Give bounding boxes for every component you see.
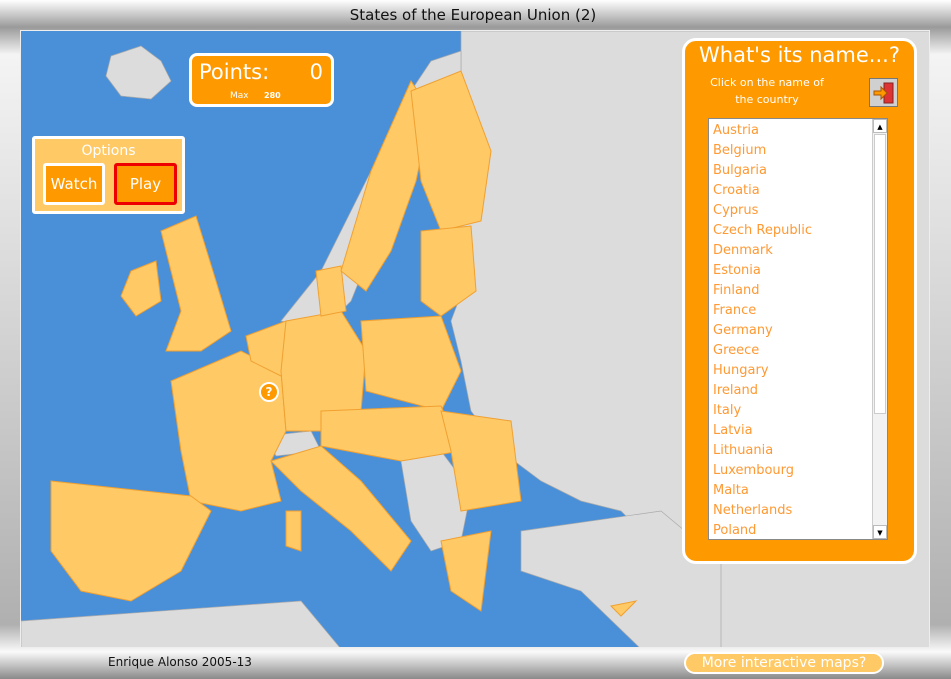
options-box: Options Watch Play xyxy=(32,136,185,214)
country-france xyxy=(170,350,287,512)
country-sardinia xyxy=(285,510,302,552)
instruction-text: Click on the name of the country xyxy=(710,76,824,106)
watch-button[interactable]: Watch xyxy=(43,163,105,205)
country-item[interactable]: Belgium xyxy=(713,143,767,158)
more-maps-button[interactable]: More interactive maps? xyxy=(684,652,884,674)
list-scrollbar[interactable]: ▲ ▼ xyxy=(872,119,887,539)
max-value: 280 xyxy=(264,91,281,100)
window-title: States of the European Union (2) xyxy=(349,6,597,24)
country-item[interactable]: Finland xyxy=(713,283,760,298)
options-title: Options xyxy=(81,143,136,159)
points-box: Points: 0 Max 280 xyxy=(189,53,334,107)
country-item[interactable]: Germany xyxy=(713,323,773,338)
country-italy xyxy=(270,445,412,572)
country-poland xyxy=(360,315,462,412)
country-item[interactable]: Denmark xyxy=(713,243,773,258)
country-item[interactable]: Ireland xyxy=(713,383,758,398)
country-panel: What's its name...? Click on the name of… xyxy=(682,38,917,564)
country-item[interactable]: Latvia xyxy=(713,423,753,438)
iceland xyxy=(105,45,172,100)
country-item[interactable]: Austria xyxy=(713,123,759,138)
country-greece xyxy=(440,530,492,612)
points-value: 0 xyxy=(309,60,323,84)
panel-title: What's its name...? xyxy=(699,43,900,67)
country-item[interactable]: Netherlands xyxy=(713,503,793,518)
country-item[interactable]: Hungary xyxy=(713,363,769,378)
play-button[interactable]: Play xyxy=(114,163,177,205)
country-item[interactable]: Malta xyxy=(713,483,749,498)
country-denmark xyxy=(315,265,347,317)
turkey-africa xyxy=(520,510,722,647)
country-item[interactable]: Estonia xyxy=(713,263,761,278)
country-item[interactable]: Cyprus xyxy=(713,203,759,218)
country-baltics xyxy=(420,225,477,317)
credit-text: Enrique Alonso 2005-13 xyxy=(108,655,252,669)
country-item[interactable]: Czech Republic xyxy=(713,223,812,238)
country-cyprus xyxy=(609,600,638,617)
exit-button[interactable] xyxy=(869,78,898,107)
country-item[interactable]: France xyxy=(713,303,757,318)
country-item[interactable]: Croatia xyxy=(713,183,760,198)
scroll-thumb[interactable] xyxy=(874,134,886,414)
country-uk xyxy=(160,215,232,352)
country-item[interactable]: Poland xyxy=(713,523,757,538)
country-romania-bulgaria xyxy=(440,410,522,512)
country-item[interactable]: Lithuania xyxy=(713,443,774,458)
africa xyxy=(21,600,340,647)
country-item[interactable]: Greece xyxy=(713,343,760,358)
country-item[interactable]: Italy xyxy=(713,403,742,418)
country-list[interactable]: Austria Belgium Bulgaria Croatia Cyprus Czech… xyxy=(708,118,888,540)
country-item[interactable]: Bulgaria xyxy=(713,163,767,178)
country-ireland xyxy=(120,260,162,317)
country-spain-portugal xyxy=(50,480,212,602)
scroll-down-arrow[interactable]: ▼ xyxy=(873,525,887,539)
country-finland xyxy=(410,70,492,232)
max-label: Max xyxy=(230,91,249,101)
question-marker: ? xyxy=(259,382,279,402)
points-label: Points: xyxy=(199,60,270,84)
country-central xyxy=(320,405,462,462)
exit-door-icon xyxy=(873,82,893,103)
country-item[interactable]: Luxembourg xyxy=(713,463,795,478)
scroll-up-arrow[interactable]: ▲ xyxy=(873,119,887,133)
